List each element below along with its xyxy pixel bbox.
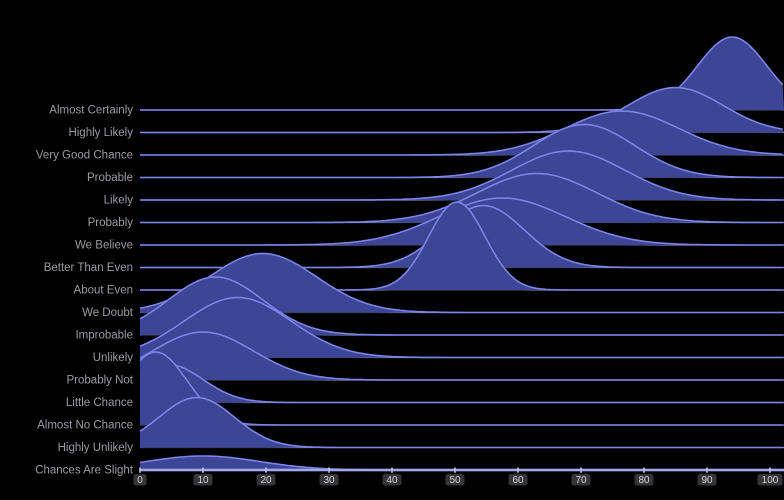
ridge-curve bbox=[139, 396, 783, 449]
x-tick-badge bbox=[445, 474, 465, 486]
row-label: Chances Are Slight bbox=[35, 465, 134, 477]
ridge-curve bbox=[139, 252, 783, 314]
ridge-row-17 bbox=[139, 455, 784, 471]
row-label: We Believe bbox=[75, 240, 133, 252]
row-label: Little Chance bbox=[66, 397, 133, 409]
x-axis-line bbox=[140, 468, 784, 472]
ridge-row-16 bbox=[139, 396, 784, 449]
x-tick-label: 100 bbox=[762, 475, 779, 486]
x-tick-label: 80 bbox=[638, 475, 650, 486]
row-label: We Doubt bbox=[82, 307, 134, 319]
ridge-area bbox=[140, 151, 784, 200]
x-tick-label: 50 bbox=[449, 475, 461, 486]
ridge-curve bbox=[140, 150, 783, 201]
x-tick-badge bbox=[757, 474, 783, 486]
ridge-area bbox=[140, 253, 784, 313]
ridge-row-4 bbox=[140, 123, 784, 179]
ridge-curve bbox=[139, 296, 783, 359]
ridge-curve bbox=[140, 110, 783, 156]
x-tick-label: 40 bbox=[386, 475, 398, 486]
x-tick-label: 60 bbox=[512, 475, 524, 486]
ridge-curve bbox=[139, 363, 783, 404]
ridge-area bbox=[140, 332, 784, 380]
x-tick-label: 70 bbox=[575, 475, 587, 486]
x-tick-badge bbox=[508, 474, 528, 486]
x-tick-badge bbox=[133, 474, 147, 486]
row-label: Probably bbox=[88, 217, 134, 229]
x-tick-badge bbox=[571, 474, 591, 486]
x-tick-label: 10 bbox=[197, 475, 209, 486]
row-label: About Even bbox=[74, 285, 133, 297]
ridge-area bbox=[140, 202, 784, 290]
row-label: Better Than Even bbox=[44, 262, 133, 274]
ridge-curve bbox=[139, 276, 783, 336]
row-label: Almost No Chance bbox=[37, 420, 133, 432]
x-tick-badge bbox=[697, 474, 717, 486]
ridge-curve bbox=[140, 86, 783, 134]
row-label: Probably Not bbox=[67, 375, 134, 387]
ridge-area bbox=[140, 124, 784, 178]
ridge-rows bbox=[139, 36, 784, 471]
x-axis: 0 10 20 30 40 50 60 70 80 90 100 bbox=[133, 467, 784, 486]
row-label: Improbable bbox=[75, 330, 133, 342]
row-labels: Almost Certainly Highly Likely Very Good C… bbox=[35, 105, 134, 477]
row-label: Unlikely bbox=[93, 352, 134, 364]
x-tick-label: 30 bbox=[323, 475, 335, 486]
row-label: Probable bbox=[87, 172, 133, 184]
ridge-curve bbox=[139, 351, 783, 426]
row-label: Likely bbox=[104, 195, 134, 207]
row-label: Highly Likely bbox=[68, 127, 133, 139]
ridge-area bbox=[140, 297, 784, 358]
ridge-area bbox=[140, 397, 784, 448]
x-tick-badge bbox=[382, 474, 402, 486]
ridge-curve bbox=[139, 331, 783, 381]
x-tick-label: 20 bbox=[260, 475, 272, 486]
ridge-curve bbox=[140, 172, 783, 224]
row-label: Highly Unlikely bbox=[58, 442, 134, 454]
x-tick-badge bbox=[256, 474, 276, 486]
x-tick-label: 90 bbox=[701, 475, 713, 486]
x-tick-label: 0 bbox=[137, 475, 143, 486]
ridge-curve bbox=[140, 123, 783, 179]
x-tick-badge bbox=[634, 474, 654, 486]
row-label: Almost Certainly bbox=[49, 105, 133, 117]
x-tick-badge bbox=[319, 474, 339, 486]
ridge-row-13 bbox=[139, 331, 784, 381]
ridge-area bbox=[140, 173, 784, 223]
row-label: Very Good Chance bbox=[36, 150, 133, 162]
x-tick-badge bbox=[193, 474, 213, 486]
